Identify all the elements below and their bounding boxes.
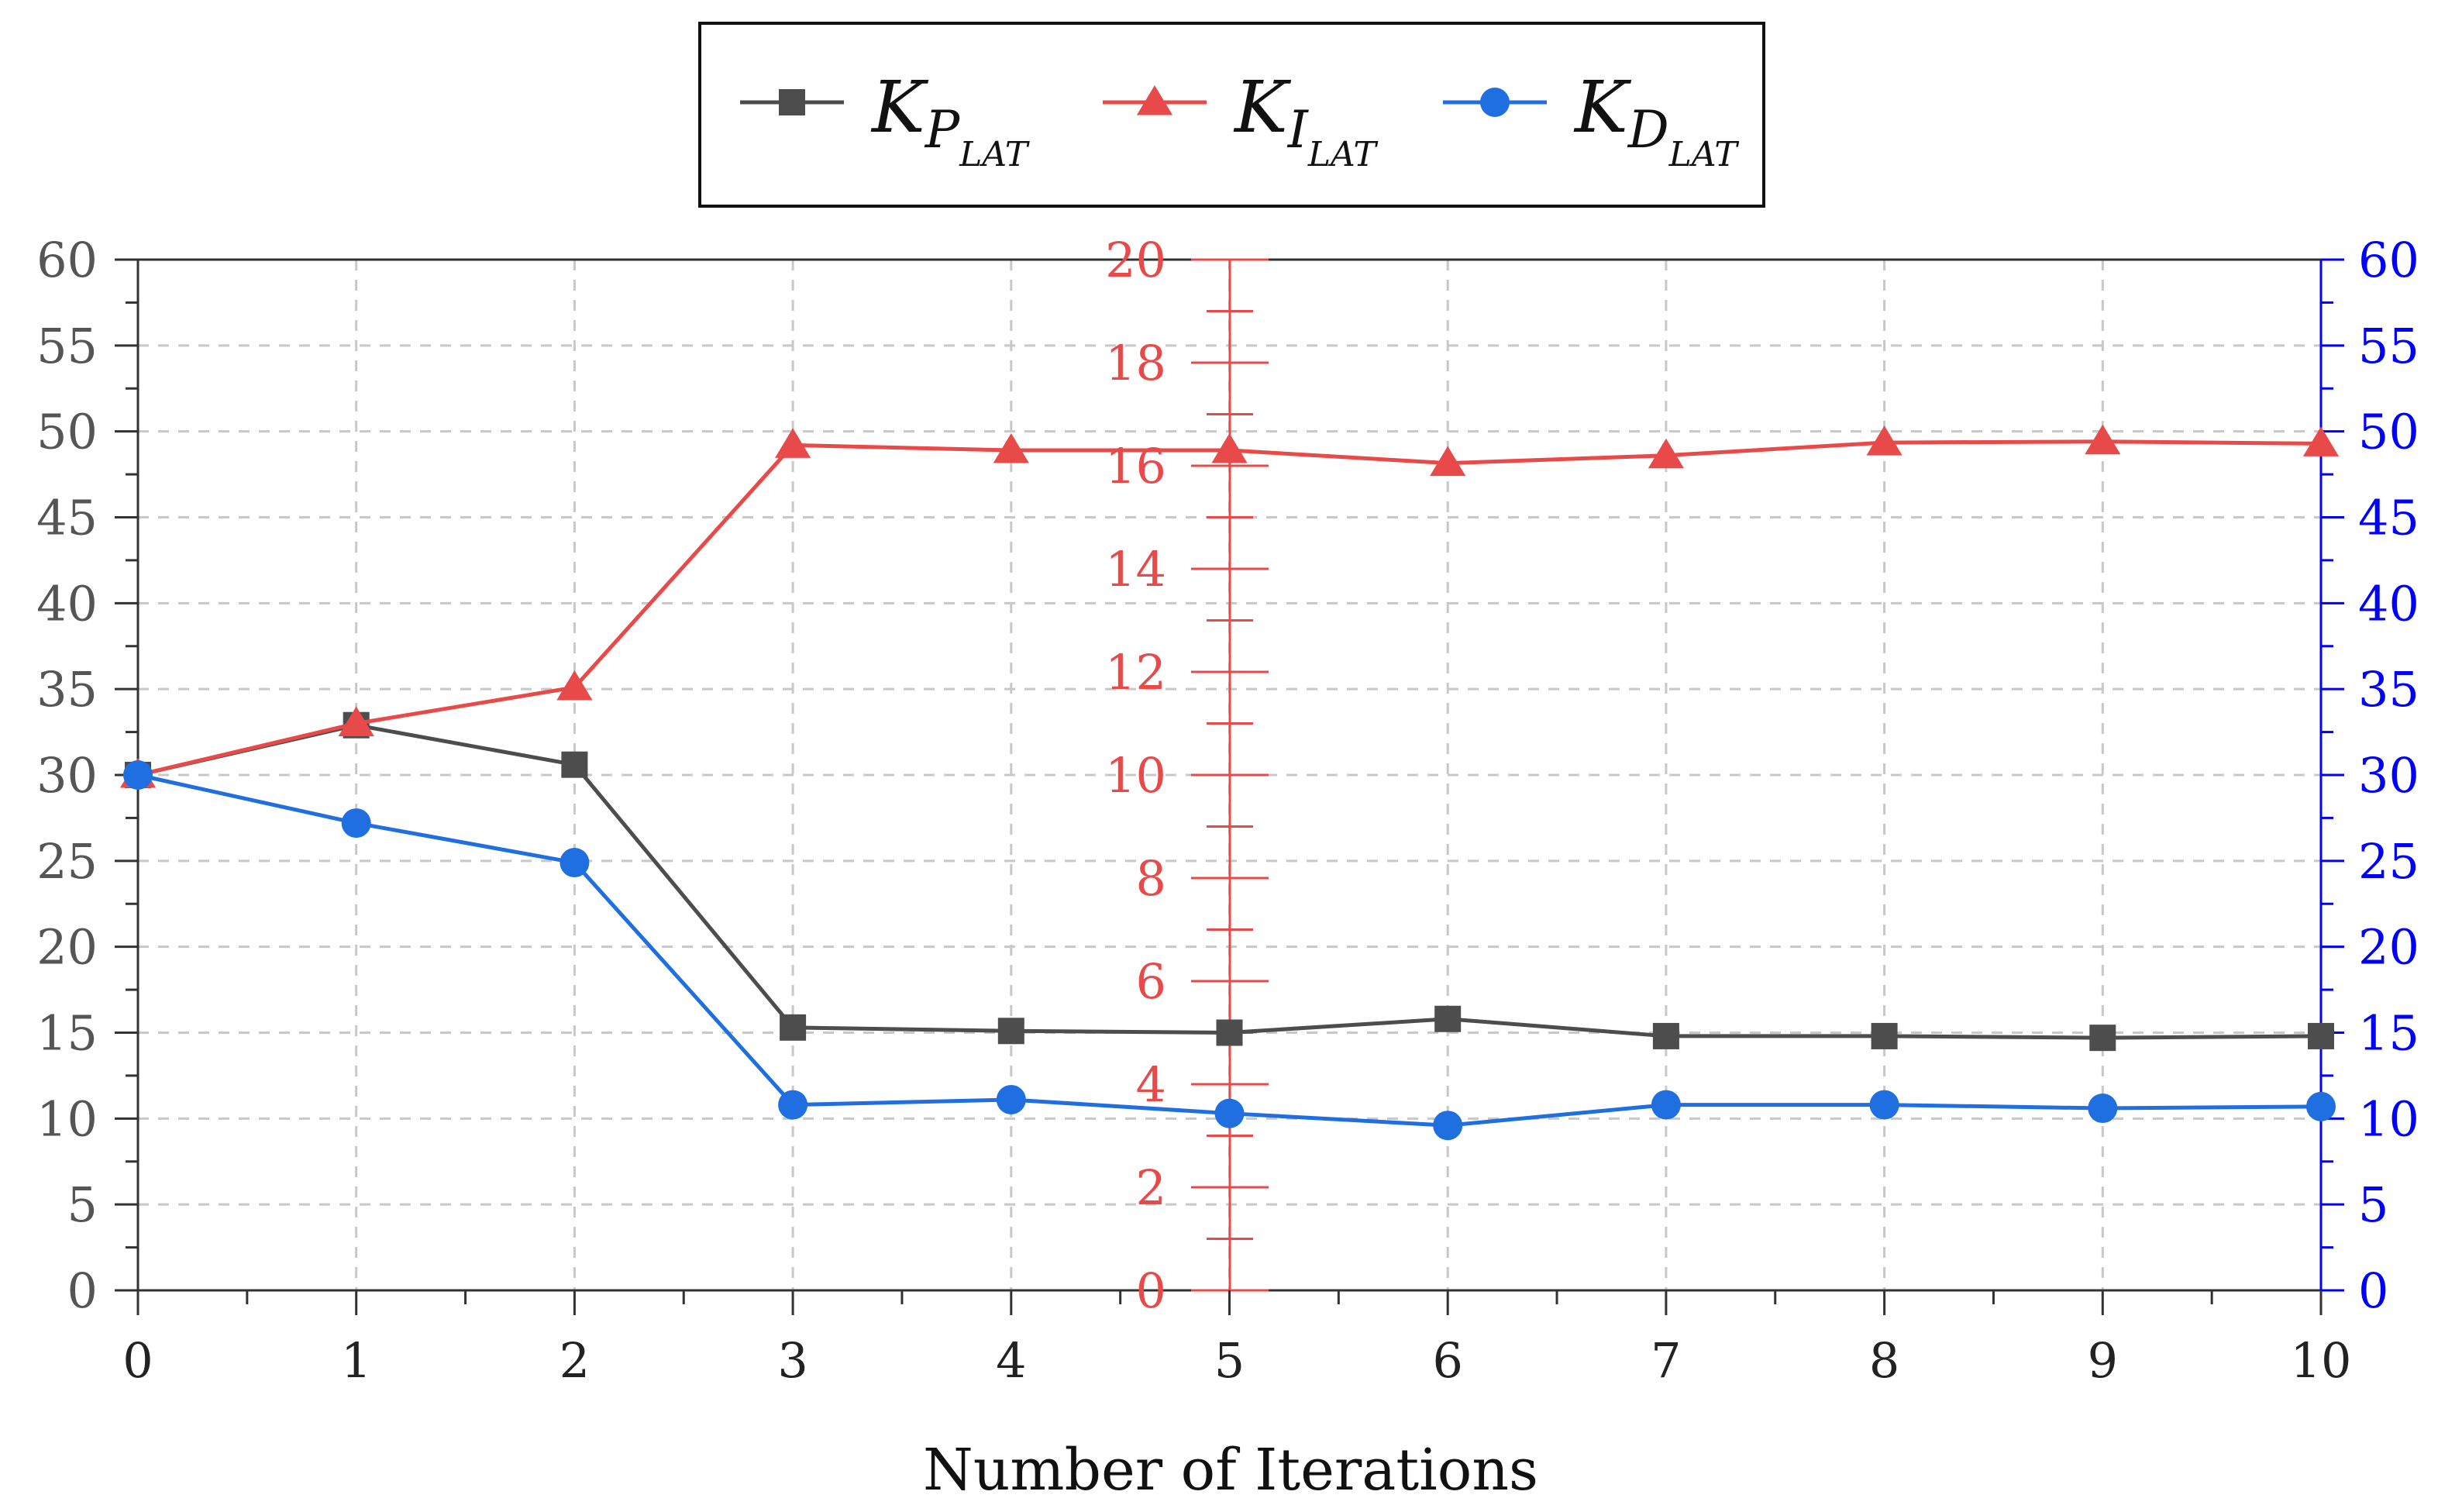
middle-tick-label: 14	[1105, 541, 1166, 598]
legend-entry-kd-lat: KDLAT	[1443, 66, 1740, 174]
right-tick-label: 50	[2358, 404, 2419, 460]
x-tick-label: 3	[777, 1332, 807, 1389]
middle-tick-label: 20	[1105, 232, 1166, 288]
left-tick-label: 25	[36, 833, 98, 890]
legend-label: KPLAT	[870, 66, 1031, 174]
data-point-circle	[1869, 1090, 1899, 1120]
data-point-circle	[1214, 1098, 1245, 1128]
data-point-triangle	[1430, 446, 1466, 477]
right-tick-label: 35	[2358, 661, 2419, 718]
data-point-square	[1652, 1022, 1679, 1049]
data-point-circle	[1651, 1090, 1681, 1120]
x-tick-label: 9	[2088, 1332, 2118, 1389]
legend-entry-kp-lat: KPLAT	[740, 66, 1031, 174]
data-point-triangle	[556, 670, 593, 701]
data-point-square	[1434, 1005, 1462, 1032]
right-tick-label: 45	[2358, 490, 2419, 546]
legend-label: KDLAT	[1573, 66, 1740, 174]
x-tick-label: 1	[341, 1332, 371, 1389]
middle-tick-label: 2	[1136, 1159, 1166, 1216]
right-tick-label: 20	[2358, 919, 2419, 976]
left-tick-label: 55	[36, 318, 98, 374]
left-tick-label: 5	[67, 1176, 98, 1233]
data-point-circle	[560, 848, 590, 878]
data-point-circle	[778, 1090, 808, 1120]
data-point-triangle	[775, 428, 811, 458]
data-point-circle	[341, 808, 371, 839]
data-point-circle	[123, 760, 153, 790]
data-point-circle	[1433, 1111, 1463, 1141]
data-point-triangle	[1866, 425, 1902, 456]
series-kd-lat	[123, 760, 2336, 1141]
middle-tick-label: 8	[1136, 850, 1166, 907]
left-tick-label: 20	[36, 919, 98, 976]
x-tick-label: 7	[1651, 1332, 1681, 1389]
series-layer	[119, 424, 2340, 1141]
right-tick-label: 10	[2358, 1090, 2419, 1147]
legend: KPLAT KILAT KDLAT	[698, 22, 1765, 208]
left-tick-label: 50	[36, 404, 98, 460]
data-point-square	[1871, 1022, 1898, 1049]
data-point-square	[2089, 1025, 2116, 1052]
legend-marker-square	[779, 89, 805, 115]
data-point-triangle	[338, 706, 374, 736]
middle-tick-label: 16	[1105, 438, 1166, 494]
left-tick-label: 30	[36, 747, 98, 804]
x-tick-label: 2	[560, 1332, 590, 1389]
legend-marker-triangle	[1136, 85, 1173, 115]
data-point-square	[2308, 1022, 2334, 1049]
axes: 0510152025303540455055600510152025303540…	[36, 232, 2419, 1389]
left-tick-label: 60	[36, 232, 98, 288]
x-tick-label: 4	[996, 1332, 1026, 1389]
data-point-square	[780, 1014, 807, 1041]
right-tick-label: 15	[2358, 1005, 2419, 1062]
middle-tick-label: 18	[1105, 335, 1166, 391]
right-tick-label: 60	[2358, 232, 2419, 288]
x-tick-label: 0	[122, 1332, 153, 1389]
legend-box	[698, 22, 1765, 208]
left-tick-label: 40	[36, 575, 98, 632]
right-tick-label: 30	[2358, 747, 2419, 804]
right-tick-label: 25	[2358, 833, 2419, 890]
middle-tick-label: 6	[1136, 953, 1166, 1010]
data-point-circle	[2306, 1091, 2336, 1121]
data-point-triangle	[993, 433, 1029, 463]
series-kp-lat	[125, 711, 2334, 1052]
legend-label: KILAT	[1233, 66, 1379, 174]
x-tick-label: 5	[1214, 1332, 1245, 1389]
right-tick-label: 0	[2358, 1262, 2388, 1319]
legend-entry-ki-lat: KILAT	[1103, 66, 1379, 174]
right-tick-label: 40	[2358, 575, 2419, 632]
data-point-triangle	[2302, 426, 2340, 456]
right-tick-label: 55	[2358, 318, 2419, 374]
middle-tick-label: 12	[1105, 644, 1166, 701]
x-tick-label: 8	[1869, 1332, 1899, 1389]
left-tick-label: 35	[36, 661, 98, 718]
left-tick-label: 45	[36, 490, 98, 546]
middle-tick-label: 0	[1136, 1262, 1166, 1319]
x-axis-label: Number of Iterations	[923, 1437, 1538, 1503]
left-tick-label: 10	[36, 1090, 98, 1147]
x-tick-label: 10	[2291, 1332, 2352, 1389]
data-point-circle	[996, 1084, 1026, 1114]
data-point-triangle	[1648, 438, 1684, 469]
data-point-square	[997, 1018, 1024, 1045]
middle-tick-label: 10	[1105, 747, 1166, 804]
data-point-circle	[2088, 1094, 2118, 1124]
left-tick-label: 0	[67, 1262, 98, 1319]
legend-marker-circle	[1480, 88, 1510, 117]
data-point-square	[561, 751, 588, 778]
middle-tick-label: 4	[1136, 1056, 1166, 1113]
data-point-square	[1216, 1019, 1243, 1046]
data-point-triangle	[1211, 433, 1248, 463]
x-tick-label: 6	[1432, 1332, 1462, 1389]
left-tick-label: 15	[36, 1005, 98, 1062]
right-tick-label: 5	[2358, 1176, 2388, 1233]
data-point-triangle	[2085, 424, 2121, 455]
